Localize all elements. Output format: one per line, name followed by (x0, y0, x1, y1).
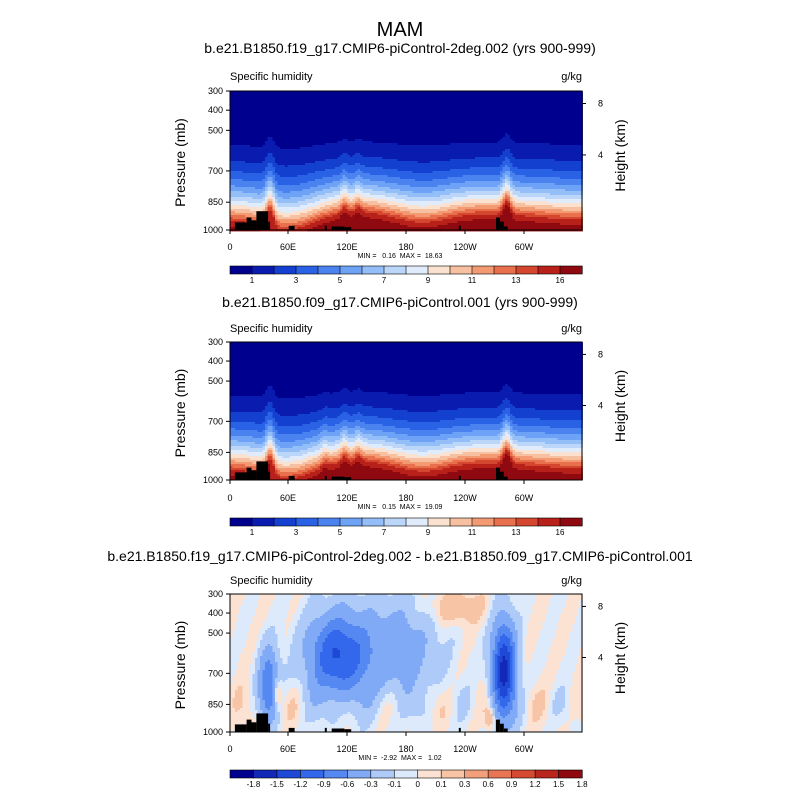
units-label: g/kg (561, 71, 582, 83)
panel-1: b.e21.B1850.f19_g17.CMIP6-piControl-2deg… (172, 40, 628, 285)
figure-title: MAM (377, 19, 424, 41)
panel-title: b.e21.B1850.f19_g17.CMIP6-piControl-2deg… (204, 40, 595, 56)
figure: MAM b.e21.B1850.f19_g17.CMIP6-piControl-… (0, 0, 800, 800)
contour-field (230, 91, 583, 231)
variable-label: Specific humidity (230, 71, 313, 83)
